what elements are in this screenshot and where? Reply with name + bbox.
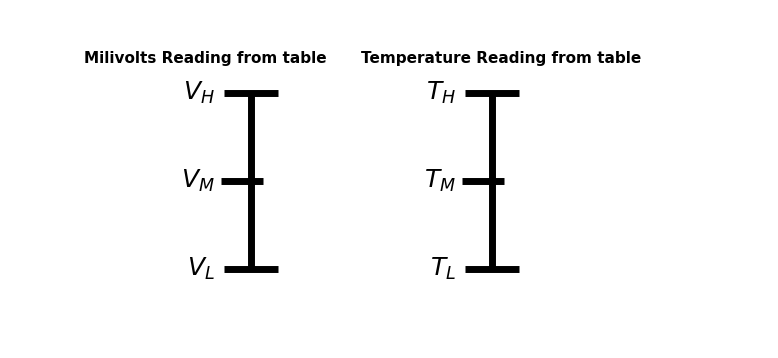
Text: Temperature Reading from table: Temperature Reading from table [361, 51, 641, 66]
Text: $T_L$: $T_L$ [430, 256, 456, 282]
Text: $V_L$: $V_L$ [187, 256, 215, 282]
Text: $V_H$: $V_H$ [183, 79, 215, 106]
Text: $T_M$: $T_M$ [424, 168, 456, 194]
Text: Milivolts Reading from table: Milivolts Reading from table [85, 51, 327, 66]
Text: $T_H$: $T_H$ [426, 79, 456, 106]
Text: $V_M$: $V_M$ [181, 168, 215, 194]
